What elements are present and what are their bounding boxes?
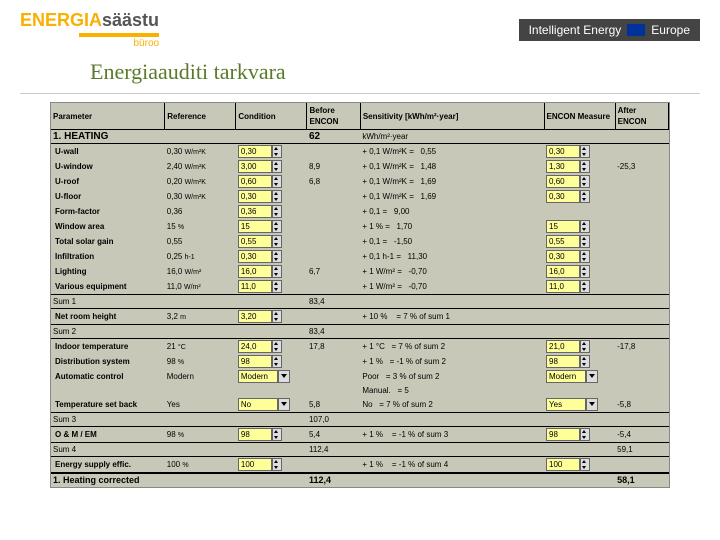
dropdown-icon[interactable] <box>278 370 290 383</box>
table-row: Manual. = 5 <box>51 384 669 397</box>
encon-input[interactable]: 98 <box>546 355 580 368</box>
spinner-icon[interactable] <box>272 310 282 323</box>
table-row: Distribution system98 %98+ 1 % = -1 % of… <box>51 354 669 369</box>
spinner-icon[interactable] <box>580 280 590 293</box>
sum1-row: Sum 183,4 <box>51 295 669 309</box>
supply-row: Energy supply effic. 100 % 100 + 1 % = -… <box>51 457 669 474</box>
param-input[interactable]: 0,60 <box>238 175 272 188</box>
om-input[interactable]: 98 <box>238 428 272 441</box>
table-row: Total solar gain0,55 0,55+ 0,1 = -1,500,… <box>51 234 669 249</box>
encon-input[interactable]: 1,30 <box>546 160 580 173</box>
dropdown-icon[interactable] <box>586 370 598 383</box>
param-input[interactable]: 0,30 <box>238 145 272 158</box>
encon-input[interactable]: 11,0 <box>546 280 580 293</box>
spinner-icon[interactable] <box>580 235 590 248</box>
encon-input[interactable]: 0,60 <box>546 175 580 188</box>
spinner-icon[interactable] <box>580 220 590 233</box>
spinner-icon[interactable] <box>272 145 282 158</box>
page-header: ENERGIAsäästu büroo Intelligent EnergyEu… <box>0 0 720 54</box>
table-row: Various equipment11,0 W/m²11,0+ 1 W/m² =… <box>51 279 669 295</box>
table-row: Indoor temperature21 °C24,017,8+ 1 °C = … <box>51 339 669 355</box>
encon-input[interactable]: 21,0 <box>546 340 580 353</box>
spinner-icon[interactable] <box>580 355 590 368</box>
om-encon-input[interactable]: 98 <box>546 428 580 441</box>
param-input[interactable]: 24,0 <box>238 340 272 353</box>
param-input[interactable]: 0,36 <box>238 205 272 218</box>
spinner-icon[interactable] <box>272 190 282 203</box>
encon-input[interactable]: 16,0 <box>546 265 580 278</box>
param-input[interactable]: 3,00 <box>238 160 272 173</box>
spinner-icon[interactable] <box>580 265 590 278</box>
spinner-icon[interactable] <box>272 250 282 263</box>
dropdown-icon[interactable] <box>278 398 290 411</box>
logo-intelligent-energy: Intelligent EnergyEurope <box>519 19 700 41</box>
section-heating: 1. HEATING 62 kWh/m²·year <box>51 130 669 144</box>
spinner-icon[interactable] <box>272 265 282 278</box>
encon-input[interactable]: 0,55 <box>546 235 580 248</box>
spinner-icon[interactable] <box>580 340 590 353</box>
spinner-icon[interactable] <box>272 175 282 188</box>
table-row: Lighting16,0 W/m²16,06,7+ 1 W/m² = -0,70… <box>51 264 669 279</box>
spinner-icon[interactable] <box>272 280 282 293</box>
table-row: Temperature set backYes No5,8No = 7 % of… <box>51 397 669 413</box>
logo-energia: ENERGIAsäästu büroo <box>20 10 159 49</box>
spinner-icon[interactable] <box>272 160 282 173</box>
final-row: 1. Heating corrected 112,458,1 <box>51 473 669 487</box>
param-input[interactable]: 16,0 <box>238 265 272 278</box>
heating-table: Parameter Reference Condition Before ENC… <box>51 103 669 487</box>
spinner-icon[interactable] <box>272 428 282 441</box>
dropdown[interactable]: Modern <box>546 370 586 383</box>
param-input[interactable]: 11,0 <box>238 280 272 293</box>
spinner-icon[interactable] <box>580 175 590 188</box>
sum4-row: Sum 4112,459,1 <box>51 443 669 457</box>
param-input[interactable]: 0,55 <box>238 235 272 248</box>
spinner-icon[interactable] <box>580 428 590 441</box>
table-row: U-floor0,30 W/m²K0,30+ 0,1 W/m²K = 1,690… <box>51 189 669 204</box>
supply-input[interactable]: 100 <box>238 458 272 471</box>
sum3-row: Sum 3107,0 <box>51 413 669 427</box>
spinner-icon[interactable] <box>580 160 590 173</box>
sum2-row: Sum 283,4 <box>51 325 669 339</box>
param-input[interactable]: 0,30 <box>238 190 272 203</box>
table-row: Window area15 %15+ 1 % = 1,7015 <box>51 219 669 234</box>
encon-input[interactable]: 15 <box>546 220 580 233</box>
dropdown[interactable]: Yes <box>546 398 586 411</box>
supply-encon-input[interactable]: 100 <box>546 458 580 471</box>
spinner-icon[interactable] <box>580 145 590 158</box>
table-row: Automatic controlModern ModernPoor = 3 %… <box>51 369 669 384</box>
spinner-icon[interactable] <box>272 355 282 368</box>
spinner-icon[interactable] <box>272 235 282 248</box>
table-row: U-wall0,30 W/m²K0,30+ 0,1 W/m²K = 0,550,… <box>51 144 669 160</box>
dropdown-icon[interactable] <box>586 398 598 411</box>
spinner-icon[interactable] <box>580 190 590 203</box>
encon-input[interactable]: 0,30 <box>546 250 580 263</box>
spinner-icon[interactable] <box>272 220 282 233</box>
param-input[interactable]: 98 <box>238 355 272 368</box>
dropdown[interactable]: No <box>238 398 278 411</box>
spinner-icon[interactable] <box>272 340 282 353</box>
om-row: O & M / EM 98 % 98 5,4 + 1 % = -1 % of s… <box>51 427 669 443</box>
spinner-icon[interactable] <box>272 205 282 218</box>
param-input[interactable]: 0,30 <box>238 250 272 263</box>
net-room-row: Net room height 3,2 m 3,20 + 10 % = 7 % … <box>51 309 669 325</box>
table-row: Infiltration0,25 h-10,30+ 0,1 h-1 = 11,3… <box>51 249 669 264</box>
spinner-icon[interactable] <box>580 250 590 263</box>
page-title: Energiaauditi tarkvara <box>20 54 700 94</box>
spinner-icon[interactable] <box>580 458 590 471</box>
net-room-input[interactable]: 3,20 <box>238 310 272 323</box>
table-row: U-roof0,20 W/m²K0,606,8+ 0,1 W/m²K = 1,6… <box>51 174 669 189</box>
spinner-icon[interactable] <box>272 458 282 471</box>
audit-software-window: Parameter Reference Condition Before ENC… <box>50 102 670 488</box>
table-row: U-window2,40 W/m²K3,008,9+ 0,1 W/m²K = 1… <box>51 159 669 174</box>
table-header: Parameter Reference Condition Before ENC… <box>51 103 669 130</box>
encon-input[interactable]: 0,30 <box>546 190 580 203</box>
param-input[interactable]: 15 <box>238 220 272 233</box>
eu-flag-icon <box>627 24 645 36</box>
dropdown[interactable]: Modern <box>238 370 278 383</box>
encon-input[interactable]: 0,30 <box>546 145 580 158</box>
table-row: Form-factor0,36 0,36+ 0,1 = 9,00 <box>51 204 669 219</box>
